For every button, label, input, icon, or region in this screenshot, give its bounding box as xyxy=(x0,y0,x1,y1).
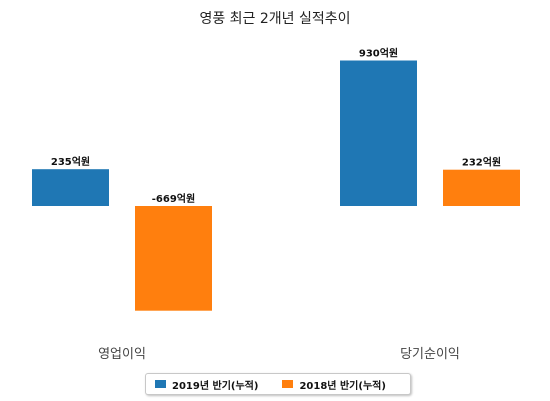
legend-item-2018: 2018년 반기(누적) xyxy=(282,377,386,392)
legend-swatch-2019 xyxy=(155,380,166,388)
category-labels: 영업이익 당기순이익 xyxy=(98,347,460,362)
category-label-net-income: 당기순이익 xyxy=(400,347,460,362)
legend-label-2019: 2019년 반기(누적) xyxy=(172,380,259,392)
data-label-operating-profit-2018: -669억원 xyxy=(152,192,195,205)
data-label-net-income-2018: 232억원 xyxy=(462,156,501,169)
bar-operating-profit-2018 xyxy=(135,206,212,311)
bar-operating-profit-2019 xyxy=(32,169,109,206)
bar-net-income-2019 xyxy=(340,60,417,206)
legend: 2019년 반기(누적) 2018년 반기(누적) xyxy=(145,373,411,395)
chart-title: 영풍 최근 2개년 실적추이 xyxy=(199,11,350,27)
data-label-net-income-2019: 930억원 xyxy=(359,47,398,60)
bar-net-income-2018 xyxy=(443,169,520,206)
category-label-operating-profit: 영업이익 xyxy=(98,347,146,362)
legend-item-2019: 2019년 반기(누적) xyxy=(155,377,258,392)
bars-group: 235억원 930억원 -669억원 232억원 xyxy=(32,47,520,311)
data-label-operating-profit-2019: 235억원 xyxy=(51,155,90,168)
legend-swatch-2018 xyxy=(282,380,294,388)
legend-label-2018: 2018년 반기(누적) xyxy=(299,380,386,392)
